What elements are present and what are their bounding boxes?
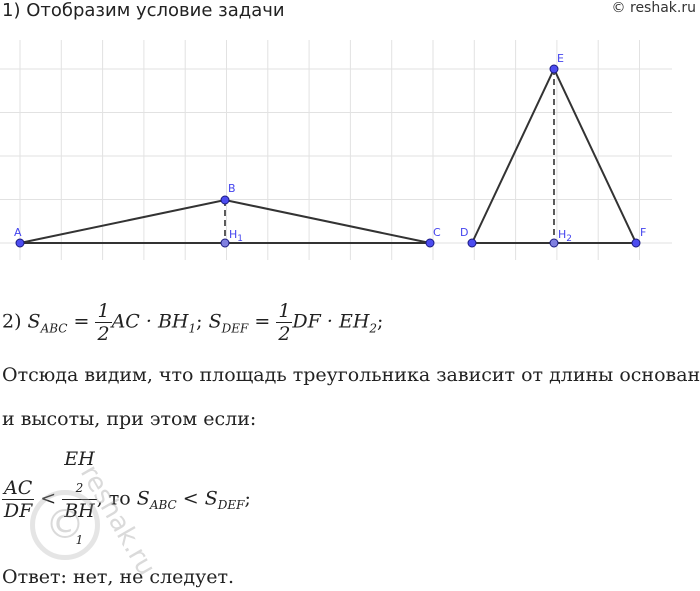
label-d: D [460, 226, 468, 239]
point-h2 [549, 238, 559, 248]
copyright: © reshak.ru [611, 0, 696, 16]
label-h2: H2 [558, 228, 572, 244]
text-line-2: и высоты, при этом если: [2, 408, 257, 430]
point-b [220, 195, 230, 205]
point-d [467, 238, 477, 248]
point-f [631, 238, 641, 248]
watermark: © reshak.ru [30, 460, 161, 581]
condition-formula: AC DF < EH 2 BH 1, то SABC < SDEF; [2, 448, 251, 547]
point-a [15, 238, 25, 248]
label-f: F [640, 226, 646, 239]
label-b: B [228, 182, 236, 195]
label-e: E [557, 52, 564, 65]
point-h1 [220, 238, 230, 248]
label-a: A [14, 226, 22, 239]
label-h1: H1 [229, 228, 243, 244]
text-line-1: Отсюда видим, что площадь треугольника з… [2, 364, 700, 386]
label-c: C [433, 226, 441, 239]
point-e [549, 64, 559, 74]
point-c [425, 238, 435, 248]
area-formula: 2) SABC = 1 2 AC · BH1; SDEF = 1 2 DF · EH2; [2, 300, 384, 345]
step-heading: 1) Отобразим условие задачи [2, 0, 285, 21]
answer: Ответ: нет, не следует. [2, 566, 235, 588]
grid [0, 40, 672, 260]
geometry-figure: A B H1 C D E H2 F [0, 40, 672, 260]
